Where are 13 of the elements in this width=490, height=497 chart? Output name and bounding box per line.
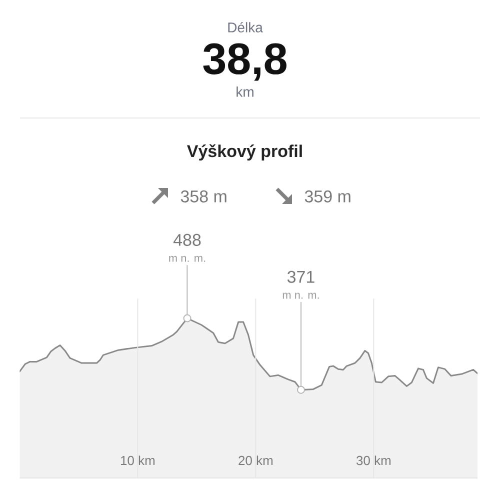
x-tick-label: 10 km (120, 456, 155, 466)
chart-title: Výškový profil (187, 144, 302, 161)
text: m n. m. (169, 256, 206, 262)
text: 38,8 (203, 43, 286, 81)
text: m n. m. (282, 292, 319, 299)
text: 358 m (180, 190, 226, 202)
x-tick-label: 30 km (356, 456, 391, 466)
x-tick-label: 20 km (238, 456, 273, 466)
annotation: 488 (173, 234, 201, 246)
text: Délka (228, 22, 263, 32)
text: km (236, 86, 254, 97)
text: 359 m (304, 190, 350, 202)
annotation: 371 (287, 270, 314, 283)
